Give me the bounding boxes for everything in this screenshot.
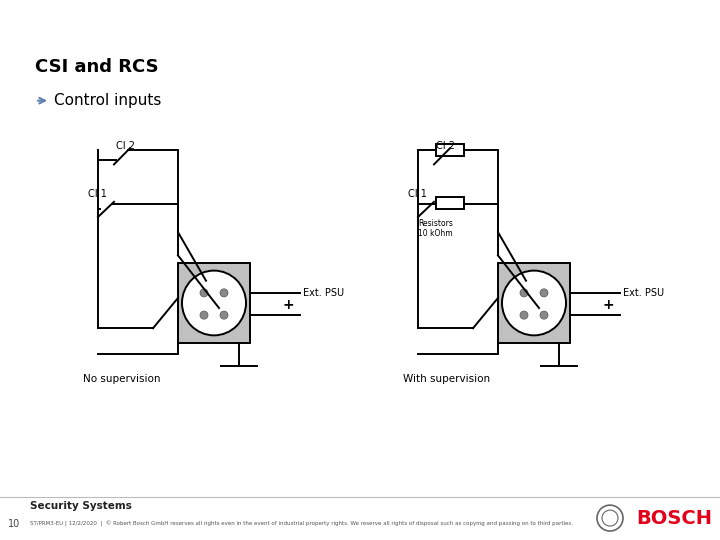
Text: ST/PRM3-EU | 12/2/2020  |  © Robert Bosch GmbH reserves all rights even in the e: ST/PRM3-EU | 12/2/2020 | © Robert Bosch … [30,521,573,527]
Circle shape [520,289,528,297]
Text: BOSCH: BOSCH [636,509,712,528]
Text: Ext. PSU: Ext. PSU [303,288,344,298]
Bar [498,262,570,343]
Text: With supervision: With supervision [403,374,490,384]
Text: 10: 10 [8,519,20,529]
Text: No supervision: No supervision [83,374,161,384]
Circle shape [540,289,548,297]
Circle shape [182,271,246,335]
Bar [436,144,464,156]
Bar [178,262,250,343]
Circle shape [502,271,566,335]
Text: Security Systems: Security Systems [30,501,132,511]
Circle shape [540,311,548,319]
Bar [436,197,464,209]
Text: Remote Call Station: Remote Call Station [16,12,187,28]
Text: CI 1: CI 1 [408,188,427,199]
Circle shape [200,311,208,319]
Circle shape [220,311,228,319]
Text: Resistors
10 kOhm: Resistors 10 kOhm [418,219,453,239]
Text: Control inputs: Control inputs [54,93,161,108]
Text: +: + [602,298,614,312]
Text: +: + [282,298,294,312]
Circle shape [200,289,208,297]
Text: CI 1: CI 1 [88,188,107,199]
Text: CSI and RCS: CSI and RCS [35,58,158,76]
Text: CI 2: CI 2 [116,141,135,151]
Circle shape [520,311,528,319]
Text: CI 2: CI 2 [436,141,455,151]
Text: Ext. PSU: Ext. PSU [623,288,664,298]
Circle shape [220,289,228,297]
